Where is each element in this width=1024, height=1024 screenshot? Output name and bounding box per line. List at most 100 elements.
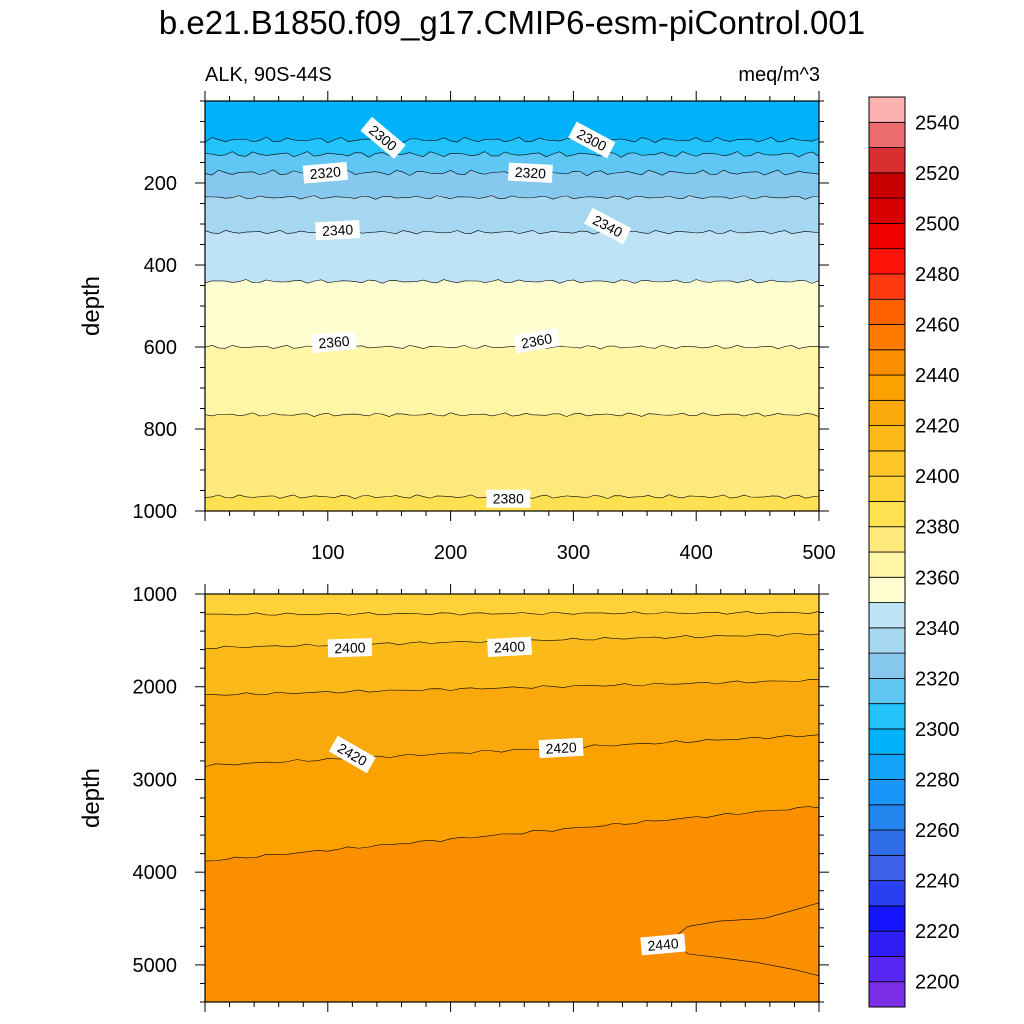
colorbar-tick-label: 2520 (915, 163, 960, 185)
colorbar-frame (868, 96, 906, 1008)
contour-line-2350 (205, 279, 819, 284)
colorbar-box (868, 121, 906, 148)
colorbar-box (868, 930, 906, 957)
upper-contour-label-box (315, 220, 361, 241)
upper-contour-label-box (311, 331, 357, 353)
colorbar-box (868, 298, 906, 325)
upper-contour-label-box (486, 489, 531, 508)
colorbar-tick-label: 2420 (915, 416, 960, 438)
lower-contour-label-group: 2400 (327, 638, 373, 658)
colorbar-box (868, 779, 906, 806)
lower-y-tick-label: 4000 (133, 862, 178, 884)
colorbar-box (868, 703, 906, 730)
lower-y-tick-label: 1000 (133, 584, 178, 606)
colorbar-box (868, 248, 906, 275)
lower-contour-label-group: 2420 (538, 737, 584, 759)
upper-contour-label-box (513, 328, 560, 354)
colorbar-box (868, 450, 906, 477)
colorbar-box (868, 197, 906, 224)
contour-line-2370 (205, 412, 819, 417)
lower-y-tick-label: 5000 (133, 955, 178, 977)
colorbar-tick-label: 2360 (915, 567, 960, 589)
lower-contour-label-group: 2400 (487, 636, 532, 657)
upper-contour-label-box (584, 207, 632, 245)
contour-line-2360 (205, 344, 819, 350)
colorbar-box (868, 96, 906, 123)
colorbar-tick-label: 2400 (915, 466, 960, 488)
contour-band-2320 (205, 169, 819, 201)
colorbar-tick-label: 2240 (915, 871, 960, 893)
upper-y-tick-label: 400 (144, 255, 177, 277)
lower-contour-label-group: 2440 (640, 933, 686, 956)
lower-contour-label-box (327, 638, 373, 658)
upper-x-tick-label: 100 (311, 542, 344, 564)
upper-contour-label: 2360 (318, 333, 351, 352)
contour-line-2420 (205, 679, 819, 696)
lower-contour-label: 2420 (545, 739, 577, 757)
colorbar-box (868, 854, 906, 882)
contour-band-2330 (205, 195, 819, 235)
colorbar-box (868, 576, 906, 603)
contour-line-2330 (205, 195, 819, 200)
contour-band-2340 (205, 230, 819, 284)
contour-line-2310 (205, 151, 819, 158)
colorbar-box (868, 222, 906, 250)
upper-contour-label-group: 2360 (513, 328, 560, 354)
upper-x-tick-label: 400 (680, 542, 713, 564)
contour-line-2440 (205, 806, 819, 862)
upper-contour-label-box (568, 121, 616, 159)
contour-line-2300 (205, 136, 819, 144)
upper-x-tick-label: 500 (802, 542, 835, 564)
contour-line-2400 (205, 611, 819, 616)
colorbar-tick-label: 2280 (915, 770, 960, 792)
colorbar-box (868, 880, 906, 907)
colorbar-box (868, 804, 906, 831)
variable-region-label: ALK, 90S-44S (205, 64, 332, 86)
lower-contour-label-box (328, 735, 376, 774)
lower-contour-label: 2400 (334, 639, 366, 656)
lower-y-tick-label: 3000 (133, 769, 178, 791)
colorbar-tick-label: 2540 (915, 112, 960, 134)
upper-contour-label-group: 2380 (486, 489, 531, 508)
upper-y-axis-label: depth (78, 276, 105, 336)
contour-line-2430 (205, 734, 819, 768)
colorbar-tick-label: 2480 (915, 264, 960, 286)
colorbar-tick-label: 2340 (915, 618, 960, 640)
lower-contour-label-box (487, 636, 532, 657)
upper-contour-label: 2360 (520, 330, 554, 351)
upper-y-tick-label: 1000 (133, 501, 178, 523)
upper-y-tick-label: 600 (144, 337, 177, 359)
colorbar-box (868, 677, 906, 705)
upper-x-tick-label: 200 (434, 542, 467, 564)
colorbar-box (868, 602, 906, 629)
upper-contour-label-box (360, 116, 406, 159)
colorbar-box (868, 829, 906, 856)
colorbar-tick-label: 2440 (915, 365, 960, 387)
colorbar-box (868, 652, 906, 679)
contour-band-2290 (205, 101, 819, 143)
colorbar-box (868, 728, 906, 755)
upper-contour-label-group: 2340 (315, 220, 361, 241)
contour-band-2390 (205, 594, 819, 616)
lower-panel-fill (205, 594, 819, 1002)
colorbar: 2200 2220 2240 2260 2280 2300 2320 2340 2360 2380… (868, 96, 960, 1008)
colorbar-box (868, 147, 906, 174)
upper-x-tick-label: 300 (557, 542, 590, 564)
colorbar-tick-label: 2460 (915, 315, 960, 337)
figure-title: b.e21.B1850.f09_g17.CMIP6-esm-piControl.… (158, 4, 866, 41)
colorbar-box (868, 273, 906, 300)
contour-line-2340 (205, 229, 819, 235)
upper-contour-label-box (302, 161, 349, 184)
colorbar-tick-label: 2260 (915, 820, 960, 842)
colorbar-box (868, 324, 906, 351)
colorbar-box (868, 905, 906, 932)
upper-contour-label-group: 2320 (507, 162, 553, 183)
colorbar-box (868, 627, 906, 654)
colorbar-tick-label: 2220 (915, 921, 960, 943)
colorbar-box (868, 475, 906, 502)
colorbar-box (868, 501, 906, 528)
upper-y-tick-label: 200 (144, 173, 177, 195)
upper-contour-label: 2380 (493, 491, 524, 507)
